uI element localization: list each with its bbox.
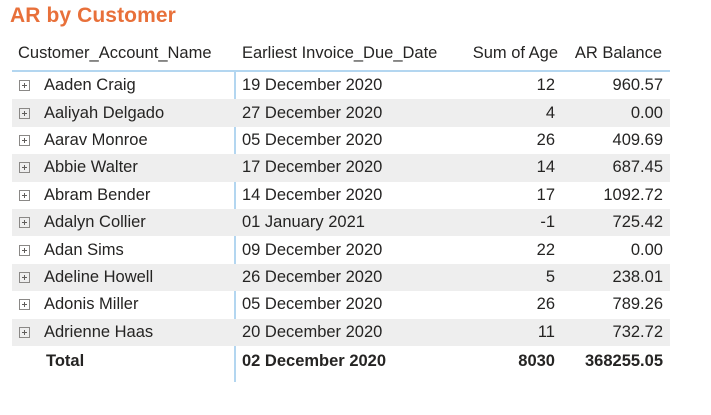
balance-cell: 1092.72 <box>603 185 663 204</box>
customer-name: Adalyn Collier <box>44 213 146 232</box>
customer-name: Aarav Monroe <box>44 130 148 149</box>
customer-name: Adan Sims <box>44 240 124 259</box>
due-date-cell: 19 December 2020 <box>242 76 383 95</box>
age-cell: -1 <box>540 213 555 232</box>
total-row: Total 02 December 2020 8030 368255.05 <box>12 346 670 378</box>
table-row[interactable]: Aaliyah Delgado 27 December 2020 4 0.00 <box>12 99 670 127</box>
table-row[interactable]: Adan Sims 09 December 2020 22 0.00 <box>12 236 670 263</box>
age-cell: 12 <box>536 76 555 95</box>
due-date-cell: 14 December 2020 <box>242 185 383 204</box>
customer-name: Adeline Howell <box>44 267 154 286</box>
expand-plus-icon[interactable] <box>19 326 30 338</box>
ar-matrix: Customer_Account_Name Earliest Invoice_D… <box>12 37 670 382</box>
customer-name: Adonis Miller <box>44 295 139 314</box>
due-date-cell: 26 December 2020 <box>242 267 383 286</box>
table-row[interactable]: Aarav Monroe 05 December 2020 26 409.69 <box>12 127 670 154</box>
row-header-cell: Adrienne Haas <box>12 323 236 342</box>
visual-title: AR by Customer <box>10 4 176 27</box>
due-date-cell: 17 December 2020 <box>242 158 383 177</box>
total-due-date: 02 December 2020 <box>242 352 387 371</box>
due-date-cell: 05 December 2020 <box>242 130 383 149</box>
expand-plus-icon[interactable] <box>19 134 30 146</box>
column-header-earliest-invoice-due-date[interactable]: Earliest Invoice_Due_Date <box>242 44 438 62</box>
table-row[interactable]: Abbie Walter 17 December 2020 14 687.45 <box>12 154 670 182</box>
balance-cell: 732.72 <box>612 322 663 341</box>
row-header-cell: Abbie Walter <box>12 158 236 177</box>
balance-cell: 725.42 <box>612 213 663 232</box>
expand-plus-icon[interactable] <box>19 189 30 201</box>
matrix-body: Aaden Craig 19 December 2020 12 960.57 Aaliy… <box>12 72 670 346</box>
age-cell: 11 <box>537 322 555 341</box>
row-header-cell: Aaden Craig <box>12 76 236 95</box>
balance-cell: 238.01 <box>612 267 663 286</box>
total-age: 8030 <box>518 352 555 371</box>
expand-plus-icon[interactable] <box>19 299 30 311</box>
balance-cell: 960.57 <box>612 76 663 95</box>
balance-cell: 789.26 <box>612 295 663 314</box>
table-row[interactable]: Aaden Craig 19 December 2020 12 960.57 <box>12 72 670 99</box>
expand-plus-icon[interactable] <box>19 162 30 174</box>
due-date-cell: 01 January 2021 <box>242 213 365 232</box>
balance-cell: 687.45 <box>612 158 663 177</box>
customer-name: Aaliyah Delgado <box>44 103 165 122</box>
expand-plus-icon[interactable] <box>19 271 30 283</box>
customer-name: Abbie Walter <box>44 158 138 177</box>
column-header-row: Customer_Account_Name Earliest Invoice_D… <box>12 37 670 72</box>
row-header-cell: Adeline Howell <box>12 268 236 287</box>
balance-cell: 0.00 <box>630 103 663 122</box>
expand-plus-icon[interactable] <box>19 244 30 256</box>
column-header-customer-account-name[interactable]: Customer_Account_Name <box>18 44 212 62</box>
due-date-cell: 20 December 2020 <box>242 322 383 341</box>
due-date-cell: 09 December 2020 <box>242 240 383 259</box>
age-cell: 14 <box>536 158 555 177</box>
total-balance: 368255.05 <box>585 352 663 371</box>
row-header-cell: Adonis Miller <box>12 295 236 314</box>
column-header-sum-of-age[interactable]: Sum of Age <box>472 44 558 62</box>
row-header-cell: Aaliyah Delgado <box>12 104 236 123</box>
age-cell: 17 <box>536 185 555 204</box>
table-row[interactable]: Adeline Howell 26 December 2020 5 238.01 <box>12 263 670 292</box>
customer-name: Adrienne Haas <box>44 322 154 341</box>
age-cell: 5 <box>545 267 555 286</box>
column-header-ar-balance[interactable]: AR Balance <box>574 44 662 62</box>
customer-name: Aaden Craig <box>44 76 136 95</box>
expand-plus-icon[interactable] <box>19 80 30 92</box>
expand-plus-icon[interactable] <box>19 217 30 229</box>
row-header-cell: Adalyn Collier <box>12 213 236 232</box>
row-header-cell: Aarav Monroe <box>12 131 236 150</box>
age-cell: 26 <box>536 295 555 314</box>
total-label: Total <box>46 352 85 371</box>
balance-cell: 409.69 <box>612 130 663 149</box>
age-cell: 22 <box>536 240 555 259</box>
table-row[interactable]: Adalyn Collier 01 January 2021 -1 725.42 <box>12 208 670 237</box>
customer-name: Abram Bender <box>44 185 151 204</box>
balance-cell: 0.00 <box>630 240 663 259</box>
table-row[interactable]: Adonis Miller 05 December 2020 26 789.26 <box>12 291 670 318</box>
table-row[interactable]: Adrienne Haas 20 December 2020 11 732.72 <box>12 318 670 346</box>
row-header-cell: Adan Sims <box>12 241 236 260</box>
table-row[interactable]: Abram Bender 14 December 2020 17 1092.72 <box>12 182 670 209</box>
due-date-cell: 05 December 2020 <box>242 295 383 314</box>
expand-plus-icon[interactable] <box>19 107 30 119</box>
age-cell: 26 <box>536 130 555 149</box>
age-cell: 4 <box>545 103 555 122</box>
due-date-cell: 27 December 2020 <box>242 103 383 122</box>
row-header-cell: Abram Bender <box>12 186 236 205</box>
